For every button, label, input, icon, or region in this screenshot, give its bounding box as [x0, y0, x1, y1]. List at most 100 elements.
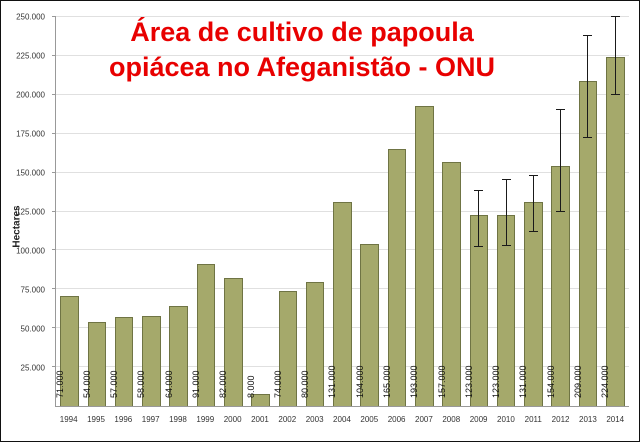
bar-column: 157.000	[436, 17, 465, 406]
x-tick-label: 2009	[469, 415, 488, 424]
bar-value-label: 57.000	[109, 370, 120, 398]
y-tick-label: 50.000	[20, 324, 45, 334]
bar-value-label: 123.000	[463, 365, 474, 398]
x-axis-labels: 1994 1995 1996 1997 1998 1999 2000 2001 2002 2003…	[55, 415, 629, 429]
bar-value-label: 91.000	[191, 370, 202, 398]
x-tick-label: 2014	[606, 415, 625, 424]
bar-column: 64.000	[163, 17, 192, 406]
bar	[114, 317, 134, 406]
error-bar-line	[614, 17, 616, 95]
bar-value-label: 82.000	[218, 370, 229, 398]
bar-column: 8.000	[246, 17, 274, 406]
bar-value-label: 209.000	[572, 365, 583, 398]
bar	[169, 306, 189, 406]
y-tick-mark	[52, 288, 56, 290]
bar-column: 91.000	[191, 17, 219, 406]
x-tick-label: 2001	[251, 415, 269, 424]
y-tick-label: 150.000	[16, 168, 45, 178]
y-tick-mark	[52, 16, 56, 17]
error-bar-line	[505, 180, 507, 246]
gridline	[56, 54, 629, 56]
bar-column: 74.000	[272, 17, 301, 406]
x-tick-label: 1996	[114, 415, 133, 424]
y-tick-mark	[52, 249, 56, 251]
bar-column: 193.000	[409, 17, 438, 406]
x-tick-label: 1998	[169, 415, 187, 424]
bar-value-label: 131.000	[327, 365, 338, 398]
error-bar-line	[532, 175, 534, 232]
bar-column: 71.000	[54, 17, 83, 406]
y-tick-label: 225.000	[16, 51, 45, 61]
x-tick-label: 2000	[223, 415, 242, 424]
bars-container: 71.000 54.000 57.000 58.000 64.000 91.000 82.0…	[54, 16, 629, 406]
x-tick-label: 2003	[305, 415, 324, 424]
bar-value-label: 54.000	[81, 370, 92, 398]
bar-value-label: 165.000	[382, 365, 393, 398]
error-bar-cap	[528, 230, 538, 232]
plot-area: 71.000 54.000 57.000 58.000 64.000 91.000 82.0…	[52, 16, 629, 407]
error-bar-cap	[501, 179, 511, 181]
x-tick-label: 2011	[524, 415, 542, 424]
bar-column: 154.000	[545, 17, 574, 406]
bar	[360, 244, 380, 406]
bar	[278, 290, 298, 406]
bar	[60, 295, 79, 406]
error-bar-line	[587, 35, 589, 139]
bar-column: 209.000	[572, 17, 601, 406]
gridline	[56, 132, 629, 134]
x-tick-label: 2008	[442, 415, 461, 424]
error-bar-cap	[528, 174, 538, 176]
x-tick-label: 1999	[196, 415, 215, 424]
bar	[415, 105, 434, 406]
bar	[333, 202, 352, 406]
bar-value-label: 74.000	[272, 370, 283, 398]
bar	[224, 278, 243, 406]
bar-value-label: 123.000	[491, 365, 502, 398]
bar-value-label: 154.000	[545, 365, 556, 398]
bar	[605, 57, 625, 406]
bar-column: 104.000	[354, 17, 383, 406]
y-tick-label: 200.000	[16, 90, 45, 100]
x-tick-label: 1994	[59, 415, 78, 424]
x-tick-label: 2004	[333, 415, 351, 424]
bar	[387, 149, 407, 406]
error-bar-cap	[583, 34, 593, 36]
x-tick-label: 1997	[141, 415, 160, 424]
bar-value-label: 157.000	[436, 365, 447, 398]
bar-column: 131.000	[518, 17, 547, 406]
bar-column: 54.000	[81, 17, 110, 406]
bar	[196, 264, 216, 406]
bar-value-label: 104.000	[354, 365, 365, 398]
y-axis-labels: 25.000 50.000 75.000 100.000 125.000 150.000 1…	[1, 13, 51, 407]
y-tick-label: 25.000	[20, 363, 45, 373]
gridline	[56, 93, 629, 95]
y-tick-label: 100.000	[16, 246, 45, 256]
y-tick-mark	[52, 366, 56, 368]
error-bar-cap	[474, 190, 484, 192]
y-tick-mark	[52, 327, 56, 329]
y-tick-label: 75.000	[20, 285, 45, 295]
error-bar-cap	[474, 246, 484, 248]
bar-column: 131.000	[327, 17, 356, 406]
x-tick-label: 2005	[360, 415, 379, 424]
error-bar-cap	[556, 109, 566, 111]
bar-value-label: 71.000	[54, 370, 65, 398]
error-bar-cap	[501, 244, 511, 246]
x-tick-label: 2010	[497, 415, 515, 424]
x-tick-label: 2013	[579, 415, 597, 424]
bar-column: 123.000	[463, 17, 492, 406]
error-bar-cap	[583, 137, 593, 139]
bar-value-label: 224.000	[600, 365, 611, 398]
y-tick-mark	[52, 210, 56, 212]
error-bar-line	[478, 191, 480, 248]
bar-column: 58.000	[136, 17, 165, 406]
bar-column: 80.000	[300, 17, 329, 406]
bar	[442, 161, 461, 406]
x-tick-label: 1995	[87, 415, 105, 424]
bar-value-label: 64.000	[163, 370, 174, 398]
y-tick-mark	[52, 171, 56, 173]
bar-column: 57.000	[109, 17, 138, 406]
y-tick-mark	[52, 93, 56, 95]
bar	[87, 321, 107, 406]
